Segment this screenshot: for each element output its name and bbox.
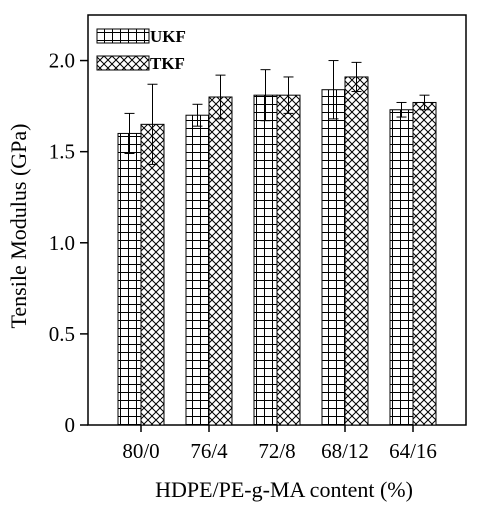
y-tick-label: 2.0 xyxy=(49,49,75,73)
x-axis-ticks: 80/0 76/4 72/8 68/12 64/16 xyxy=(122,425,437,463)
legend: UKF TKF xyxy=(96,27,186,73)
bar-tkf-68-12 xyxy=(344,76,369,426)
legend-swatch-ukf xyxy=(96,28,150,44)
errorbar-tkf-72-8 xyxy=(283,76,294,114)
errorbar-tkf-64-16 xyxy=(419,94,430,111)
errorbar-ukf-68-12 xyxy=(328,60,339,120)
x-tick-label-72-8: 72/8 xyxy=(258,439,295,463)
errorbar-tkf-76-4 xyxy=(215,74,226,120)
errorbars-layer xyxy=(124,60,430,165)
bar-tkf-76-4 xyxy=(208,96,233,426)
x-tick-label-76-4: 76/4 xyxy=(190,439,228,463)
bar-tkf-80-0 xyxy=(140,123,165,426)
y-tick-label: 1.0 xyxy=(49,231,75,255)
x-tick-label-64-16: 64/16 xyxy=(389,439,437,463)
legend-swatch-tkf xyxy=(96,55,150,71)
x-axis-title: HDPE/PE-g-MA content (%) xyxy=(155,477,413,502)
y-tick-label: 0.5 xyxy=(49,322,75,346)
bar-ukf-64-16 xyxy=(389,109,414,426)
bar-ukf-80-0 xyxy=(117,132,142,426)
x-tick-label-68-12: 68/12 xyxy=(321,439,369,463)
errorbar-ukf-80-0 xyxy=(124,112,135,154)
errorbar-ukf-76-4 xyxy=(192,103,203,127)
bars-layer xyxy=(117,76,437,426)
y-axis-title: Tensile Modulus (GPa) xyxy=(6,124,31,329)
bar-ukf-72-8 xyxy=(253,94,278,426)
legend-label-tkf: TKF xyxy=(150,54,185,73)
bar-ukf-68-12 xyxy=(321,89,346,426)
legend-label-ukf: UKF xyxy=(150,27,186,46)
errorbar-ukf-72-8 xyxy=(260,69,271,122)
bar-ukf-76-4 xyxy=(185,114,210,426)
errorbar-tkf-68-12 xyxy=(351,61,362,93)
bar-tkf-72-8 xyxy=(276,94,301,426)
bar-tkf-64-16 xyxy=(412,101,437,426)
x-tick-label-80-0: 80/0 xyxy=(122,439,159,463)
y-tick-label: 1.5 xyxy=(49,140,75,164)
y-tick-label: 0 xyxy=(65,413,76,437)
errorbar-tkf-80-0 xyxy=(147,83,158,165)
y-axis-ticks: 0 0.5 1.0 1.5 2.0 xyxy=(49,49,88,437)
errorbar-ukf-64-16 xyxy=(396,101,407,118)
